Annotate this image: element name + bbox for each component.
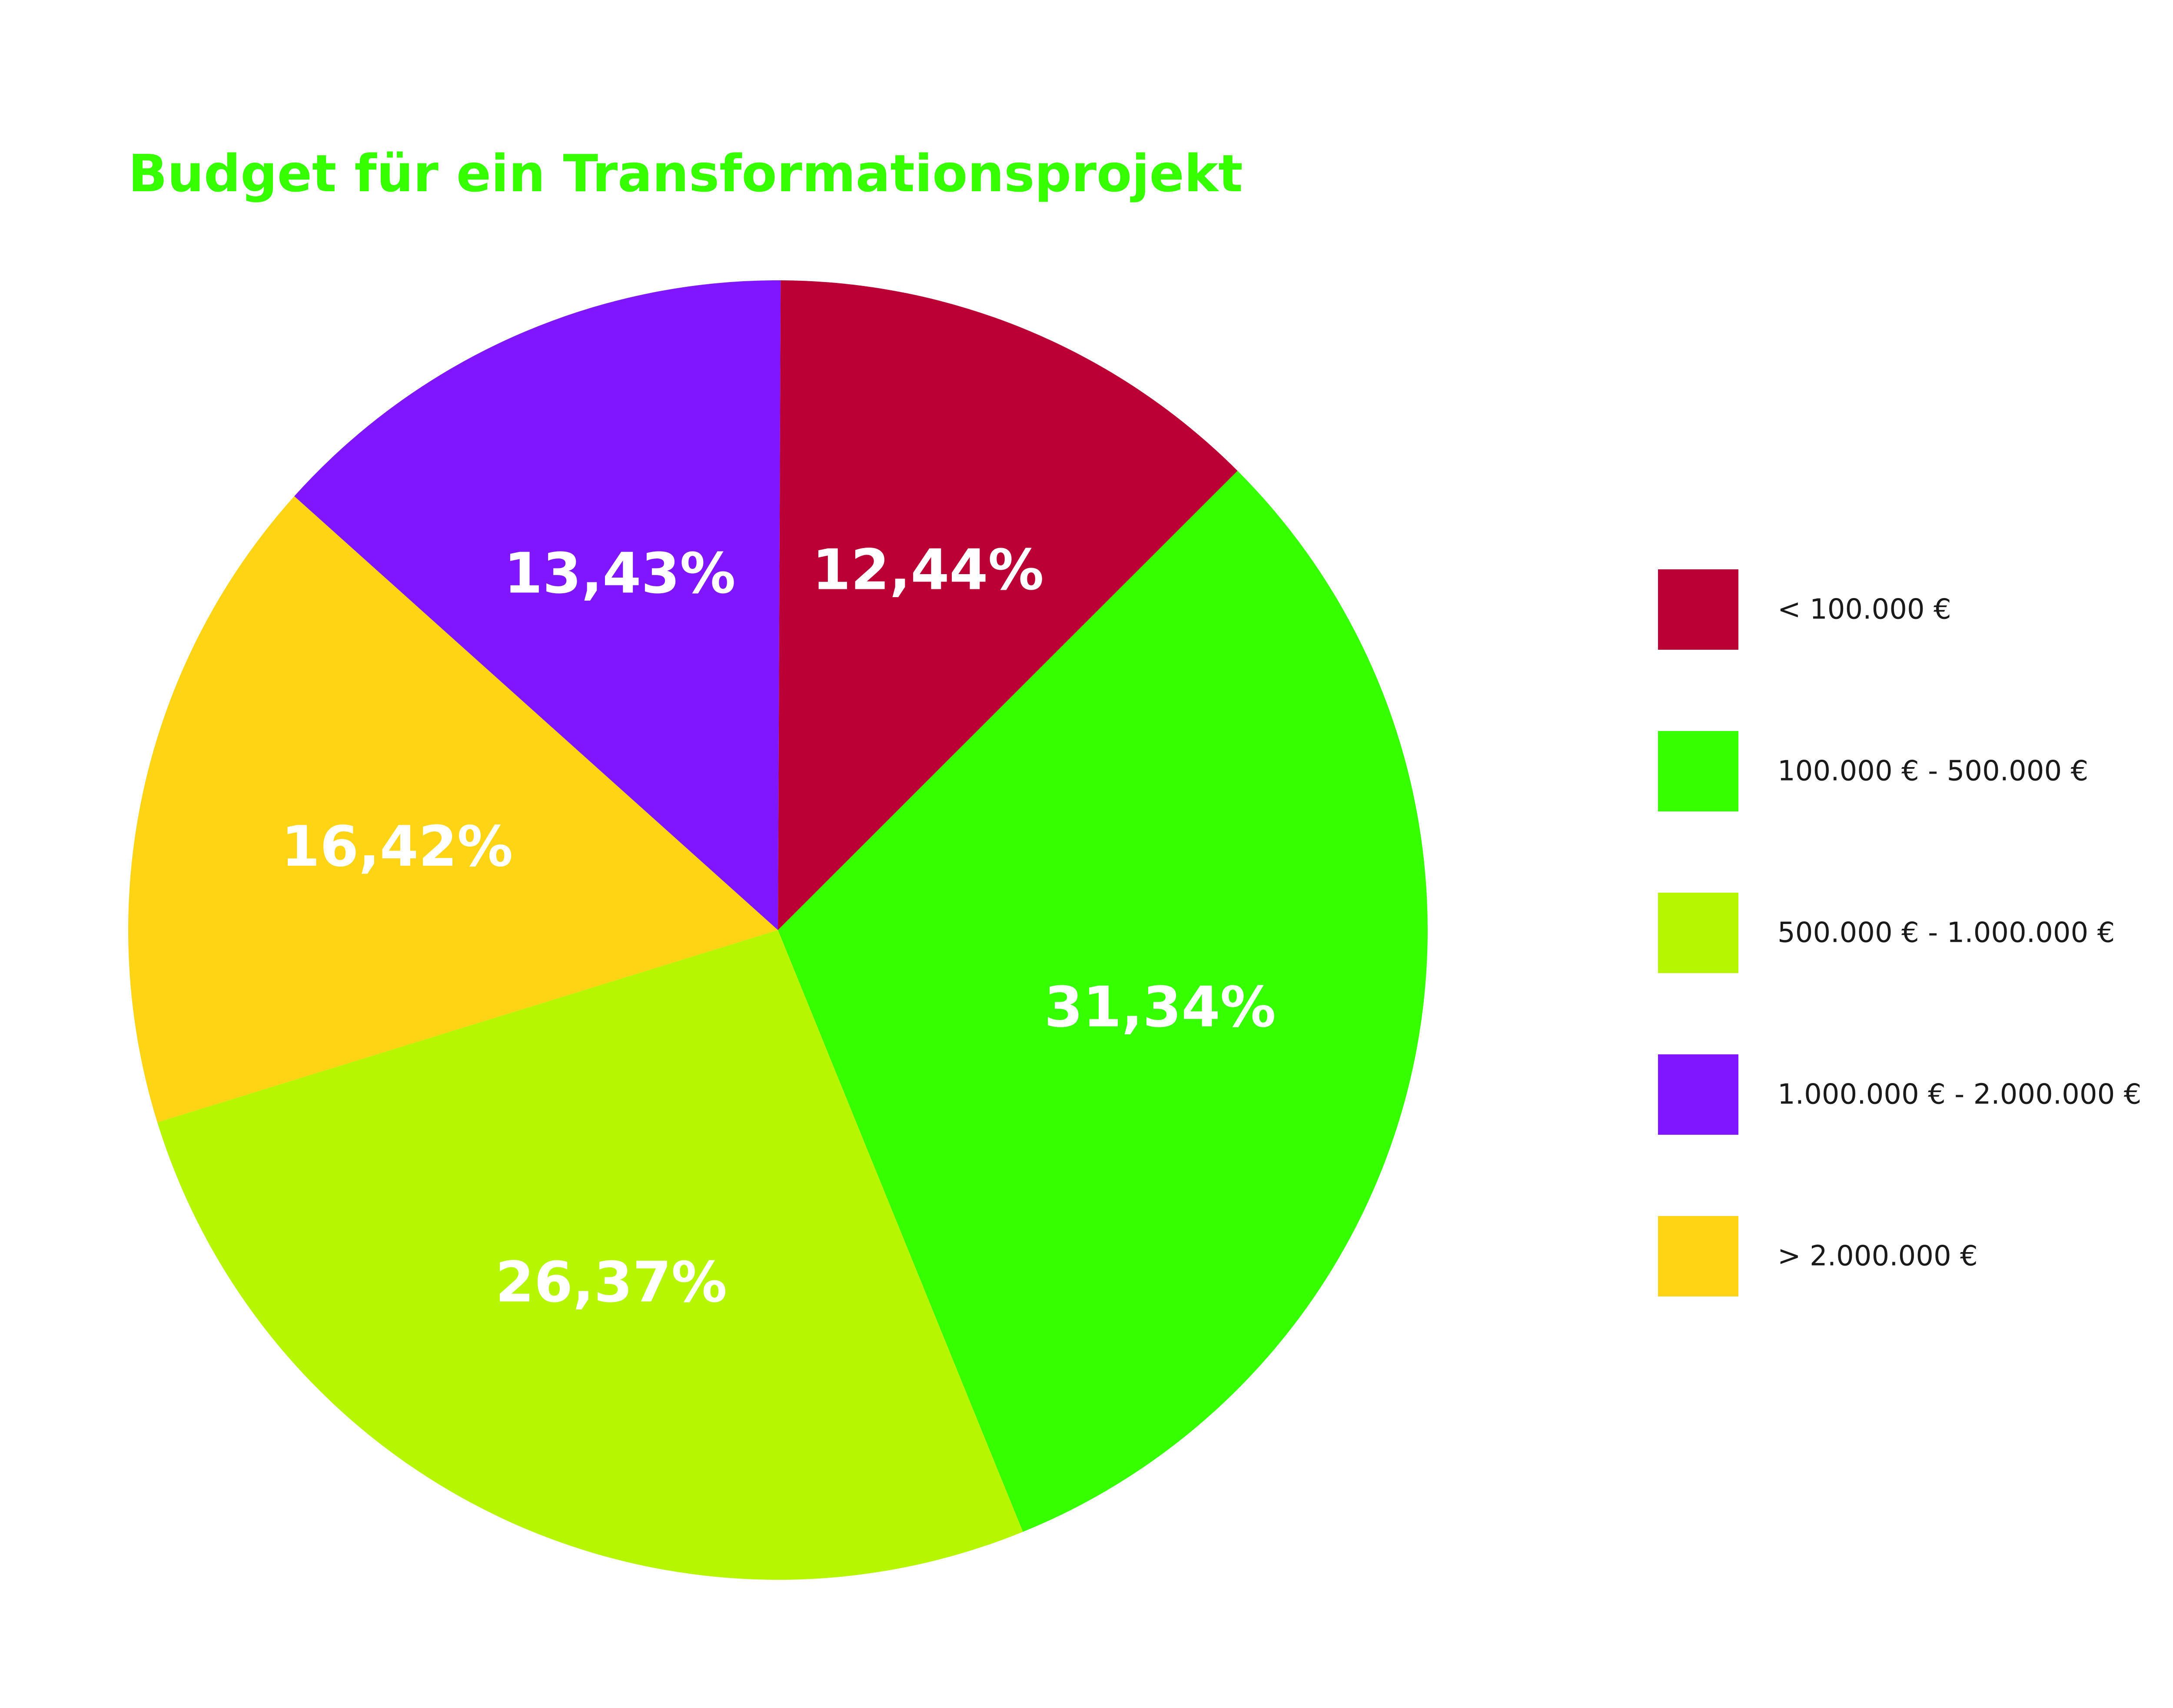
pie-slice-100-000: [778, 280, 1238, 930]
pie-slice-2-000-000: [128, 496, 778, 1123]
data-label-500-000-1-000-000: 26,37%: [495, 1250, 727, 1315]
legend-swatch-100-000-500-000: [1658, 731, 1738, 811]
legend-swatch-1-000-000-2-000-000: [1658, 1054, 1738, 1135]
legend-swatch-500-000-1-000-000: [1658, 893, 1738, 973]
legend-label-1-000-000-2-000-000: 1.000.000 € - 2.000.000 €: [1778, 1079, 2141, 1111]
legend: < 100.000 € 100.000 € - 500.000 € 500.000 …: [1658, 569, 2141, 1296]
pie-slice-1-000-000-2-000-000: [294, 280, 781, 930]
chart-title: Budget für ein Transformationsprojekt: [128, 143, 1243, 203]
data-label-2-000-000: 16,42%: [281, 814, 513, 879]
legend-label-100-000: < 100.000 €: [1778, 594, 1951, 626]
pie-slices: [128, 280, 1428, 1580]
data-label-100-000-500-000: 31,34%: [1044, 975, 1276, 1040]
data-label-100-000: 12,44%: [812, 538, 1044, 603]
legend-label-100-000-500-000: 100.000 € - 500.000 €: [1778, 755, 2088, 788]
legend-label-500-000-1-000-000: 500.000 € - 1.000.000 €: [1778, 917, 2115, 949]
pie-data-labels: 12,44% 31,34% 26,37% 16,42% 13,43%: [281, 538, 1276, 1315]
legend-swatch-2-000-000: [1658, 1216, 1738, 1296]
legend-label-2-000-000: > 2.000.000 €: [1778, 1240, 1978, 1273]
pie-slice-100-000-500-000: [778, 471, 1428, 1532]
legend-swatch-100-000: [1658, 569, 1738, 650]
data-label-1-000-000-2-000-000: 13,43%: [504, 542, 736, 606]
pie-slice-500-000-1-000-000: [157, 930, 1023, 1580]
